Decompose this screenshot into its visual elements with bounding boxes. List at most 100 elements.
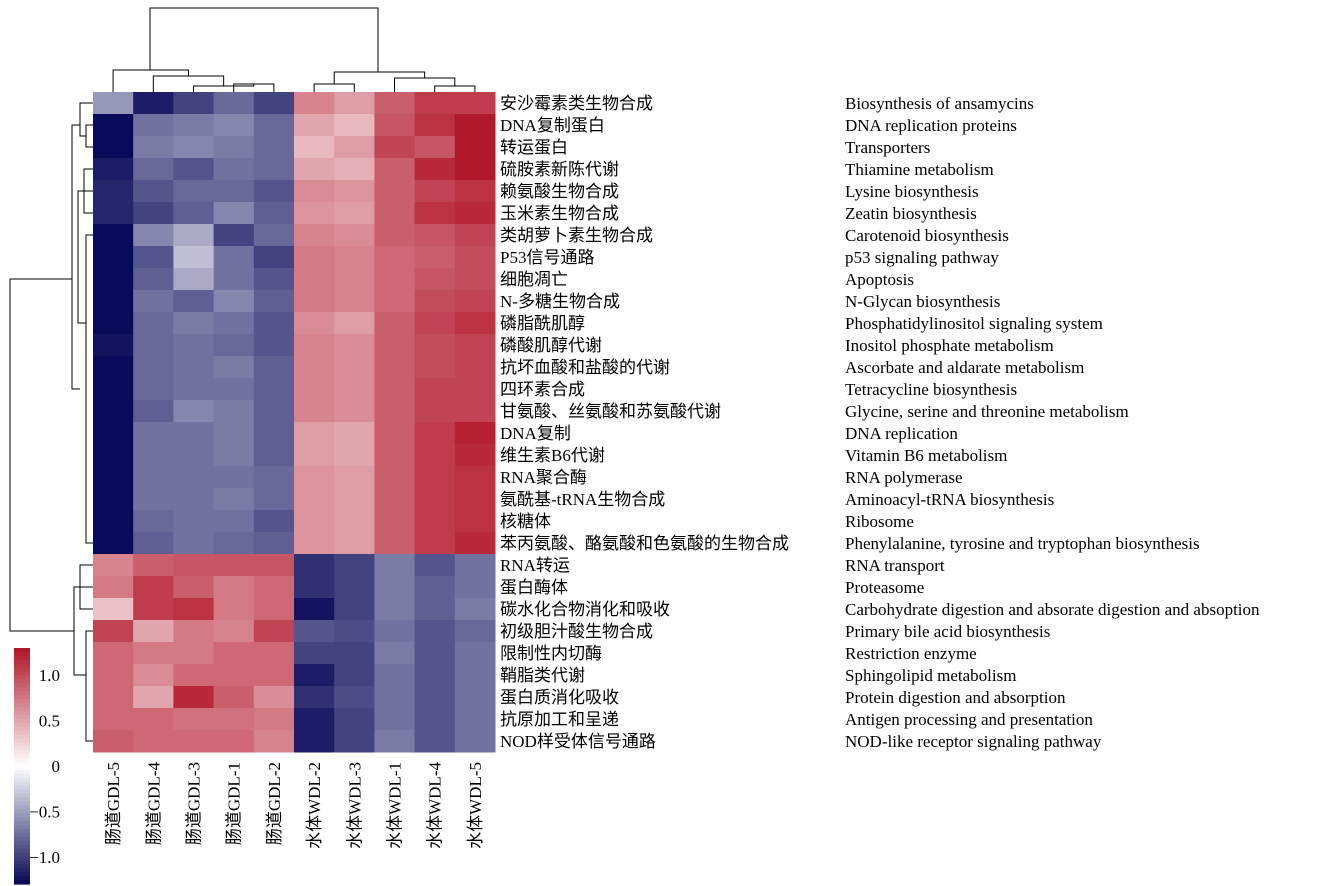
row-label-en: Ascorbate and aldarate metabolism <box>845 358 1084 377</box>
heatmap-cell <box>374 664 416 687</box>
heatmap-cell <box>414 312 456 335</box>
row-label-en: Zeatin biosynthesis <box>845 204 977 223</box>
heatmap-cell <box>294 92 335 115</box>
heatmap-cell <box>454 136 496 159</box>
row-label-en: Ribosome <box>845 512 914 531</box>
legend-color-step <box>14 738 30 743</box>
row-label-cn: DNA复制蛋白 <box>500 116 605 135</box>
heatmap-cell <box>294 686 335 709</box>
heatmap-cell <box>173 400 215 423</box>
legend-color-step <box>14 793 30 799</box>
legend-color-step <box>14 821 30 826</box>
heatmap-cell <box>294 598 335 621</box>
column-labels: 肠道GDL-5 肠道GDL-4 肠道GDL-3 肠道GDL-1 肠道GDL-2 水体WDL… <box>104 762 485 849</box>
column-dendrogram-branch <box>313 83 355 92</box>
heatmap-cell <box>173 202 215 225</box>
legend-color-step <box>14 683 30 688</box>
heatmap-cell <box>133 488 174 511</box>
row-label-en: p53 signaling pathway <box>845 248 999 267</box>
heatmap-cell <box>294 510 335 533</box>
heatmap-cell <box>374 356 416 379</box>
heatmap-cell <box>253 268 295 291</box>
row-label-cn: 初级胆汁酸生物合成 <box>500 622 653 641</box>
legend-color-step <box>14 750 30 755</box>
heatmap-cell <box>133 334 174 357</box>
heatmap-cell <box>93 510 134 533</box>
heatmap-cell <box>454 180 496 203</box>
heatmap-cell <box>173 686 215 709</box>
heatmap-cell <box>374 444 416 467</box>
row-label-cn: 蛋白酶体 <box>500 578 568 597</box>
legend-color-step <box>14 679 30 684</box>
heatmap-cell <box>213 554 255 577</box>
legend-color-step <box>14 872 30 877</box>
heatmap-cell <box>334 312 375 335</box>
legend-color-step <box>14 758 30 763</box>
heatmap-cell <box>173 642 215 665</box>
heatmap-cell <box>334 356 375 379</box>
heatmap-cell <box>294 422 335 445</box>
heatmap-cell <box>374 246 416 269</box>
heatmap-cell <box>294 730 335 753</box>
heatmap-cell <box>334 158 375 181</box>
heatmap-cell <box>334 400 375 423</box>
heatmap-cell <box>294 378 335 401</box>
heatmap-cell <box>253 202 295 225</box>
heatmap-cell <box>374 202 416 225</box>
legend-color-step <box>14 687 30 692</box>
heatmap-cell <box>173 532 215 555</box>
row-label-cn: 限制性内切酶 <box>500 644 602 663</box>
heatmap-cell <box>133 664 174 687</box>
heatmap-cell <box>414 664 456 687</box>
row-label-cn: 抗坏血酸和盐酸的代谢 <box>500 358 670 377</box>
heatmap-cell <box>414 224 456 247</box>
heatmap-cell <box>253 246 295 269</box>
heatmap-cell <box>173 290 215 313</box>
legend-color-step <box>14 797 30 802</box>
heatmap-cell <box>454 92 496 115</box>
row-label-cn: 玉米素生物合成 <box>500 204 619 223</box>
heatmap-cell <box>454 466 496 489</box>
heatmap-cell <box>93 114 134 137</box>
legend-color-step <box>14 864 30 869</box>
heatmap-cell <box>334 708 375 731</box>
heatmap-cell <box>93 224 134 247</box>
row-label-cn: N-多糖生物合成 <box>500 292 620 311</box>
row-label-en: Lysine biosynthesis <box>845 182 979 201</box>
heatmap-cell <box>213 510 255 533</box>
heatmap-cell <box>454 246 496 269</box>
heatmap-cell <box>414 598 456 621</box>
heatmap-cell <box>374 554 416 577</box>
heatmap-cell <box>414 730 456 753</box>
heatmap-cell <box>253 334 295 357</box>
heatmap-cell <box>294 620 335 643</box>
heatmap-cell <box>93 488 134 511</box>
heatmap-cell <box>374 576 416 599</box>
row-label-cn: RNA转运 <box>500 556 570 575</box>
row-label-cn: 赖氨酸生物合成 <box>500 182 619 201</box>
heatmap-cell <box>173 246 215 269</box>
heatmap-cell <box>454 554 496 577</box>
row-label-en: Inositol phosphate metabolism <box>845 336 1054 355</box>
row-label-en: DNA replication proteins <box>845 116 1017 135</box>
legend-color-step <box>14 762 30 767</box>
heatmap-cell <box>414 136 456 159</box>
heatmap-cell <box>334 488 375 511</box>
legend-color-step <box>14 769 30 775</box>
heatmap-cell <box>334 620 375 643</box>
heatmap-cell <box>93 136 134 159</box>
heatmap-cells <box>93 92 496 753</box>
heatmap-cell <box>294 180 335 203</box>
legend-color-step <box>14 860 30 865</box>
heatmap-cell <box>334 598 375 621</box>
heatmap-cell <box>334 114 375 137</box>
heatmap-cell <box>374 488 416 511</box>
heatmap-cell <box>93 158 134 181</box>
legend-color-step <box>14 777 30 783</box>
heatmap-cell <box>173 334 215 357</box>
column-label: 肠道GDL-2 <box>265 762 284 845</box>
legend-color-step <box>14 805 30 810</box>
heatmap-cell <box>414 180 456 203</box>
heatmap-cell <box>133 92 174 115</box>
heatmap-cell <box>133 224 174 247</box>
